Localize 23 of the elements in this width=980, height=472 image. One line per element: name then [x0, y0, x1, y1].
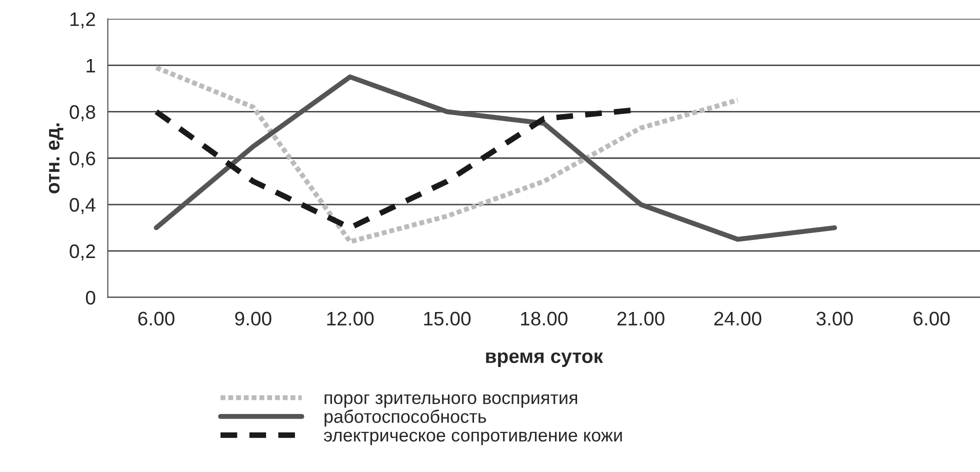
legend-label: порог зрительного восприятия [324, 394, 578, 408]
y-tick-label: 1 [86, 58, 96, 72]
y-tick-label: 0,4 [70, 198, 96, 214]
legend-label: работоспособность [324, 410, 486, 427]
x-axis-title: время суток [486, 352, 604, 367]
x-tick-label: 3.00 [816, 312, 853, 326]
y-tick-label: 0,8 [70, 105, 96, 122]
x-tick-label: 9.00 [235, 312, 272, 326]
x-tick-label: 6.00 [138, 312, 174, 326]
x-tick-label: 24.00 [714, 312, 762, 326]
y-axis-title: отн. ед. [48, 123, 64, 194]
y-tick-label: 0,2 [70, 244, 96, 260]
x-tick-label: 6.00 [914, 312, 950, 326]
y-tick-label: 1,2 [70, 12, 96, 28]
line-series [154, 74, 838, 242]
y-tick-label: 0,6 [70, 152, 96, 168]
x-tick-label: 21.00 [617, 312, 664, 326]
line-series [154, 65, 740, 244]
x-tick-label: 15.00 [424, 312, 471, 326]
x-tick-label: 12.00 [327, 312, 374, 326]
y-tick-label: 0 [86, 290, 96, 305]
x-tick-label: 18.00 [521, 312, 568, 326]
legend-label: электрическое сопротивление кожи [324, 432, 622, 446]
